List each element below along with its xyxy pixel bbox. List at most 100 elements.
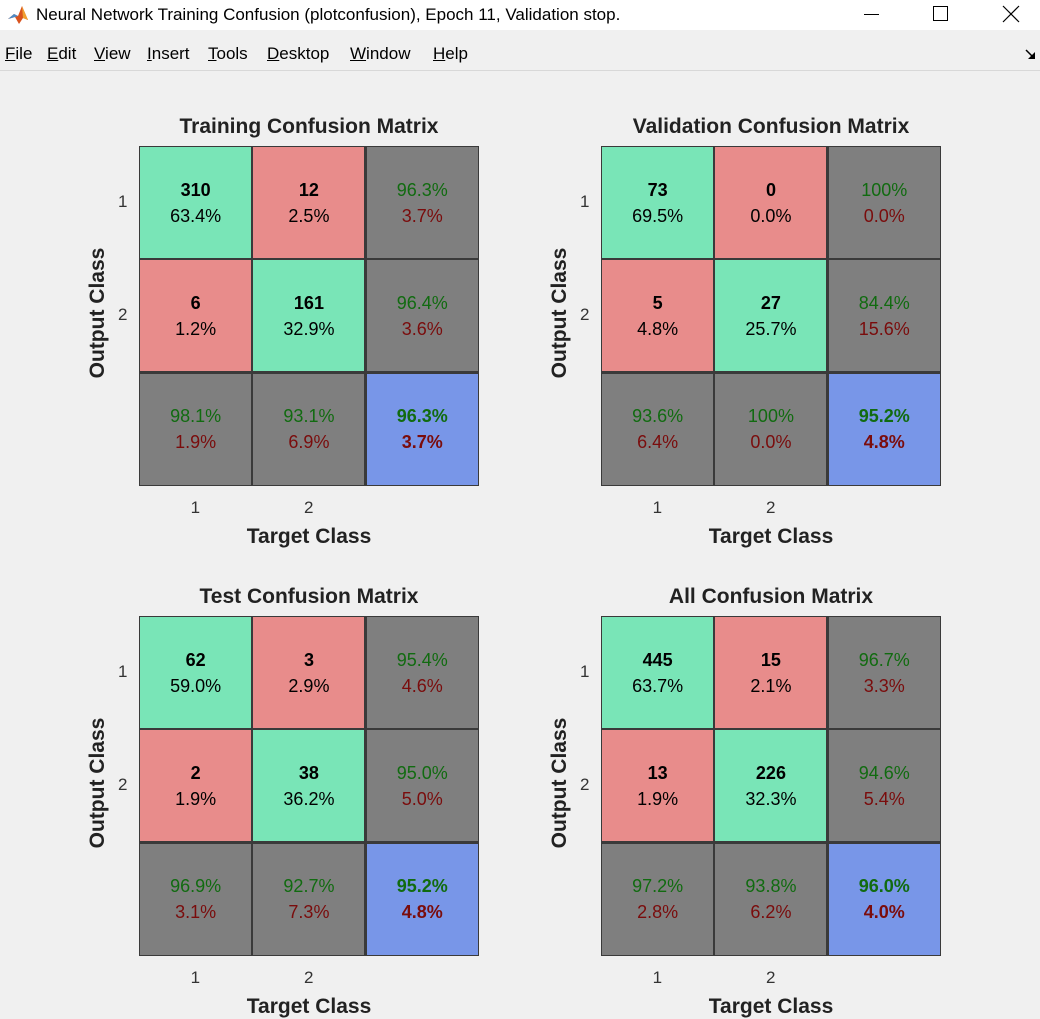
menu-insert[interactable]: Insert: [147, 44, 190, 64]
matrix-cell: 226 32.3%: [714, 729, 828, 843]
cell-count: 27: [760, 292, 781, 313]
miss-rate-value: 3.1%: [175, 902, 217, 923]
cell-percent: 36.2%: [283, 788, 335, 809]
y-tick-label: 1: [580, 661, 590, 681]
row-summary-cell: 96.4% 3.6%: [365, 259, 479, 373]
menu-tools[interactable]: Tools: [208, 44, 248, 64]
col-summary-cell: 97.2% 2.8%: [601, 842, 715, 956]
summary-col-separator: [826, 146, 830, 486]
precision-value: 96.4%: [396, 292, 448, 313]
test-matrix-title: Test Confusion Matrix: [199, 585, 419, 608]
recall-value: 93.6%: [632, 406, 684, 427]
menu-window[interactable]: Window: [350, 44, 410, 64]
close-icon: [1002, 5, 1020, 23]
cell-count: 2: [190, 762, 201, 783]
summary-row-separator: [139, 371, 479, 375]
matrix-cell: 3 2.9%: [252, 616, 366, 730]
overall-cell: 95.2% 4.8%: [827, 372, 941, 486]
col-summary-cell: 98.1% 1.9%: [139, 372, 253, 486]
miss-rate-value: 2.8%: [637, 902, 679, 923]
x-tick-label: 1: [190, 498, 201, 517]
x-tick-label: 1: [652, 498, 663, 517]
recall-value: 93.1%: [283, 406, 335, 427]
x-tick-label: 2: [303, 968, 314, 987]
miss-rate-value: 6.4%: [637, 432, 679, 453]
false-discovery-value: 4.6%: [401, 675, 443, 696]
cell-percent: 1.9%: [637, 788, 679, 809]
overall-accuracy-value: 95.2%: [396, 876, 448, 897]
y-axis-label: Output Class: [86, 717, 109, 849]
cell-count: 62: [185, 649, 206, 670]
menu-edit-label: dit: [58, 44, 77, 63]
cell-count: 5: [652, 292, 663, 313]
matrix-cell: 38 36.2%: [252, 729, 366, 843]
x-tick-label: 1: [190, 968, 201, 987]
col-summary-cell: 93.1% 6.9%: [252, 372, 366, 486]
cell-count: 73: [647, 179, 668, 200]
menu-file-label: ile: [15, 44, 33, 63]
menu-bar: File Edit View Insert Tools Desktop Wind…: [0, 38, 1040, 71]
figure-canvas: Training Confusion Matrix 310 63.4% 12 2.5% 9…: [0, 71, 1040, 1018]
miss-rate-value: 0.0%: [750, 432, 792, 453]
training-matrix-title: Training Confusion Matrix: [179, 115, 439, 138]
x-axis-label: Target Class: [246, 995, 372, 1018]
overall-accuracy-value: 95.2%: [858, 406, 910, 427]
miss-rate-value: 6.9%: [288, 432, 330, 453]
row-summary-cell: 94.6% 5.4%: [827, 729, 941, 843]
cell-count: 12: [298, 179, 319, 200]
x-axis-label: Target Class: [708, 995, 834, 1018]
cell-count: 0: [765, 179, 776, 200]
summary-col-separator: [364, 616, 368, 956]
overall-error-value: 4.8%: [401, 902, 443, 923]
row-summary-cell: 95.0% 5.0%: [365, 729, 479, 843]
cell-percent: 63.7%: [632, 675, 684, 696]
cell-percent: 2.9%: [288, 675, 330, 696]
minimize-icon: [864, 14, 879, 15]
miss-rate-value: 7.3%: [288, 902, 330, 923]
dock-figure-icon[interactable]: [1024, 48, 1036, 60]
menu-help[interactable]: Help: [433, 44, 468, 64]
summary-row-separator: [139, 841, 479, 845]
menu-edit[interactable]: Edit: [47, 44, 76, 64]
cell-percent: 32.3%: [745, 788, 797, 809]
recall-value: 100%: [747, 406, 794, 427]
col-summary-cell: 100% 0.0%: [714, 372, 828, 486]
menu-view[interactable]: View: [94, 44, 131, 64]
overall-error-value: 4.0%: [863, 902, 905, 923]
false-discovery-value: 15.6%: [858, 318, 910, 339]
validation-matrix-title: Validation Confusion Matrix: [632, 115, 910, 138]
summary-row-separator: [601, 841, 941, 845]
col-summary-cell: 96.9% 3.1%: [139, 842, 253, 956]
recall-value: 92.7%: [283, 876, 335, 897]
matrix-cell: 27 25.7%: [714, 259, 828, 373]
test-matrix-grid: 62 59.0% 3 2.9% 95.4% 4.6% 2 1.9% 38 36.2% 95.0% 5.…: [139, 616, 479, 956]
cell-percent: 32.9%: [283, 318, 335, 339]
matrix-cell: 13 1.9%: [601, 729, 715, 843]
menu-tools-label: ools: [216, 44, 248, 63]
cell-percent: 25.7%: [745, 318, 797, 339]
col-summary-cell: 93.6% 6.4%: [601, 372, 715, 486]
maximize-button[interactable]: [917, 0, 963, 30]
menu-desktop[interactable]: Desktop: [267, 44, 329, 64]
minimize-button[interactable]: [848, 0, 894, 30]
menu-window-label: indow: [366, 44, 411, 63]
cell-count: 310: [180, 179, 211, 200]
overall-error-value: 3.7%: [401, 432, 443, 453]
matrix-cell: 445 63.7%: [601, 616, 715, 730]
false-discovery-value: 3.7%: [401, 205, 443, 226]
menu-help-accel: H: [433, 44, 446, 63]
close-button[interactable]: [988, 0, 1034, 30]
cell-count: 445: [642, 649, 673, 670]
overall-cell: 96.0% 4.0%: [827, 842, 941, 956]
matrix-cell: 2 1.9%: [139, 729, 253, 843]
menu-file[interactable]: File: [5, 44, 32, 64]
matrix-cell: 0 0.0%: [714, 146, 828, 260]
x-tick-label: 1: [652, 968, 663, 987]
window-titlebar: Neural Network Training Confusion (plotc…: [0, 0, 1040, 30]
row-summary-cell: 95.4% 4.6%: [365, 616, 479, 730]
summary-col-separator: [364, 146, 368, 486]
row-summary-cell: 96.7% 3.3%: [827, 616, 941, 730]
menu-desktop-accel: D: [267, 44, 280, 63]
y-tick-label: 2: [580, 304, 590, 324]
training-matrix-grid: 310 63.4% 12 2.5% 96.3% 3.7% 6 1.2% 161 32.9% 96.4…: [139, 146, 479, 486]
